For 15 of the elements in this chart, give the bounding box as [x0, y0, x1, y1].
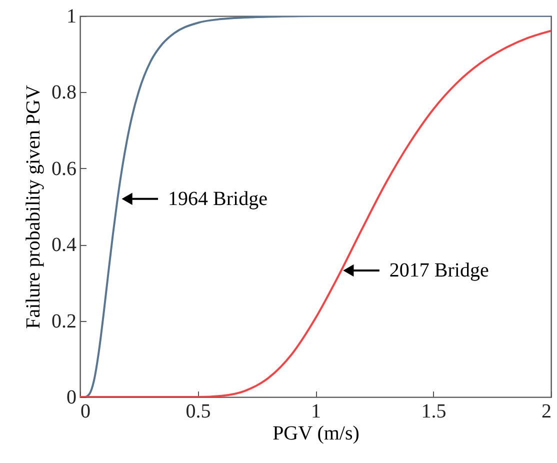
y-tick-label: 1 [66, 6, 76, 28]
annotation: 2017 Bridge [389, 260, 489, 282]
y-tick-label: 0.4 [52, 234, 76, 256]
y-tick-label: 0.6 [52, 158, 76, 180]
y-tick-label: 0.2 [52, 310, 76, 332]
y-axis-title: Failure probability given PGV [22, 84, 44, 329]
annotation: 1964 Bridge [168, 188, 268, 210]
y-tick-label: 0 [66, 386, 76, 408]
x-tick-label: 0.5 [186, 400, 211, 422]
x-tick-label: 1.5 [421, 400, 446, 422]
y-tick-label: 0.8 [52, 82, 76, 104]
x-tick-label: 0 [80, 400, 90, 422]
x-tick-label: 1 [311, 400, 321, 422]
x-axis-title: PGV (m/s) [272, 422, 360, 444]
x-tick-label: 2 [542, 400, 552, 422]
